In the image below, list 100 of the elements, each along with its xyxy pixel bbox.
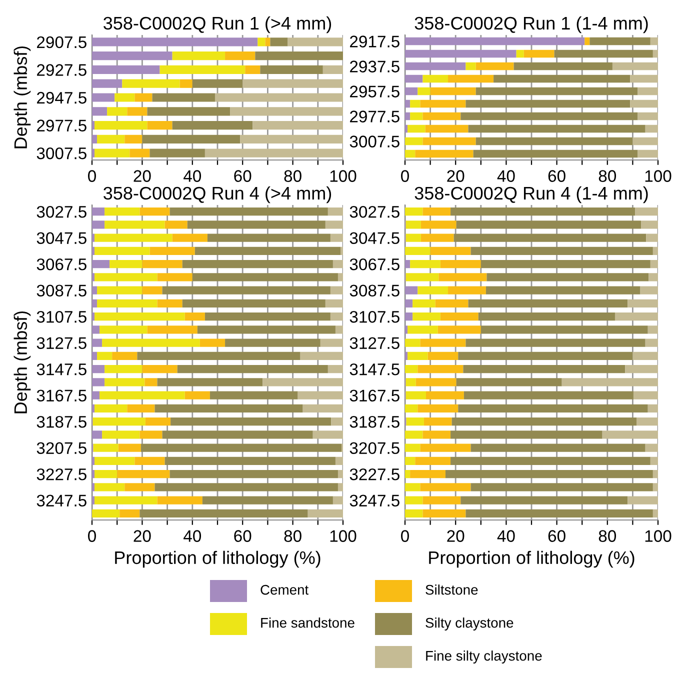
bar [172, 52, 226, 60]
bar [92, 456, 95, 466]
bar [92, 404, 95, 413]
bar [225, 338, 320, 347]
bar [127, 404, 155, 413]
bar [422, 509, 466, 518]
chart-title: 358-C0002Q Run 4 (1-4 mm) [414, 186, 648, 204]
bar [162, 430, 313, 439]
bar [157, 378, 263, 386]
bar [476, 87, 638, 96]
bar [172, 120, 253, 130]
bar [92, 134, 98, 144]
bar [445, 470, 653, 478]
y-tick-label: 3087.5 [350, 284, 400, 297]
bar [92, 220, 105, 229]
bar [214, 93, 343, 102]
bar [638, 87, 658, 96]
bar [92, 286, 98, 294]
bar [130, 148, 150, 158]
bar [648, 326, 658, 334]
bar [92, 38, 258, 46]
bar [628, 299, 658, 308]
y-tick-label: 3067.5 [350, 258, 400, 270]
bar [308, 509, 343, 518]
bar [325, 299, 343, 308]
x-tick-label: 0 [401, 170, 409, 182]
bar [420, 483, 471, 492]
bar [338, 273, 343, 282]
x-tick-label: 40 [497, 530, 515, 542]
bar [412, 299, 436, 308]
bar [652, 483, 658, 492]
bar [405, 456, 416, 466]
bar [170, 417, 332, 426]
bar [335, 326, 343, 334]
y-tick-label: 3107.5 [350, 310, 400, 323]
bar [633, 391, 658, 400]
bar [160, 65, 246, 74]
bar [406, 417, 424, 426]
x-tick-label: 60 [548, 530, 566, 542]
bar [405, 62, 466, 70]
y-axis-title: Depth (mbsf) [14, 311, 31, 414]
bar [405, 352, 408, 360]
bar [97, 286, 142, 294]
bar [652, 50, 658, 58]
bar [140, 444, 342, 452]
y-tick-label: 3027.5 [350, 206, 400, 218]
bar [182, 260, 333, 268]
x-tick-label: 80 [284, 170, 302, 182]
y-tick-label: 3207.5 [350, 442, 400, 454]
bar [335, 456, 343, 466]
bar [408, 124, 426, 133]
y-tick-label: 2947.5 [37, 92, 86, 104]
bar [524, 50, 554, 58]
bar [92, 79, 122, 88]
bar [94, 234, 172, 242]
bar [100, 326, 148, 334]
bar [162, 286, 330, 294]
bar [150, 246, 195, 256]
x-tick-label: 80 [598, 530, 616, 542]
bar [240, 134, 343, 144]
bar [440, 312, 478, 321]
y-tick-label: 3147.5 [350, 363, 400, 376]
bar [170, 207, 328, 216]
bar [420, 220, 456, 229]
bar [486, 273, 649, 282]
bar [144, 378, 158, 386]
bar [92, 148, 95, 158]
bar [127, 107, 148, 116]
bar [147, 326, 198, 334]
bar [470, 246, 653, 256]
bar [194, 246, 340, 256]
bar [648, 404, 658, 413]
bar [242, 79, 343, 88]
bar [117, 470, 170, 478]
bar [330, 312, 343, 321]
bar [197, 326, 336, 334]
bar [554, 50, 653, 58]
y-tick-label: 3167.5 [350, 390, 400, 402]
bar [480, 260, 650, 268]
bar [418, 286, 448, 294]
x-tick-label: 100 [645, 530, 672, 542]
bar [405, 496, 423, 504]
bar [450, 207, 636, 216]
chart-title: 358-C0002Q Run 1 (1-4 mm) [414, 16, 648, 34]
bar [638, 150, 658, 158]
bar [418, 404, 458, 413]
bar [422, 496, 461, 504]
bar [452, 417, 636, 426]
bar [406, 220, 421, 229]
bar [468, 299, 628, 308]
bar [142, 286, 162, 294]
bar [107, 107, 128, 116]
bar [112, 352, 138, 360]
bar [466, 338, 646, 347]
bar [302, 404, 343, 413]
bar [405, 87, 418, 96]
bar [458, 352, 633, 360]
bar [157, 299, 182, 308]
bar [405, 299, 413, 308]
bar [92, 93, 115, 102]
